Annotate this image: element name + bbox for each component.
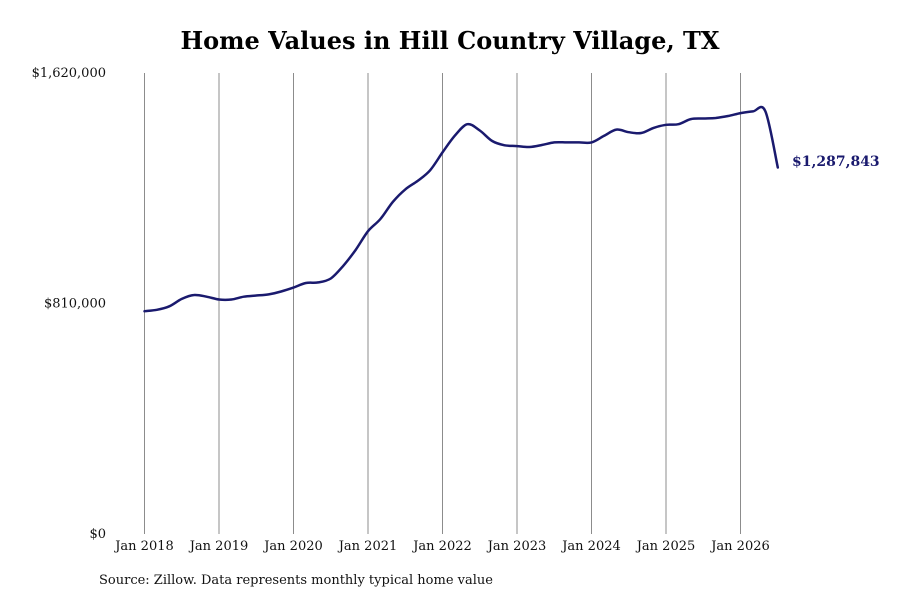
x-tick-label: Jan 2023 bbox=[486, 539, 547, 554]
chart-title: Home Values in Hill Country Village, TX bbox=[180, 26, 720, 55]
x-tick-label: Jan 2025 bbox=[635, 539, 696, 554]
end-value-label: $1,287,843 bbox=[792, 154, 880, 170]
x-tick-label: Jan 2019 bbox=[188, 539, 249, 554]
x-tick-label: Jan 2020 bbox=[262, 539, 323, 554]
y-tick-label: $0 bbox=[89, 527, 106, 542]
y-tick-label: $810,000 bbox=[44, 297, 106, 312]
x-gridlines bbox=[144, 73, 741, 534]
y-tick-labels: $0 $810,000 $1,620,000 bbox=[32, 66, 106, 542]
x-tick-label: Jan 2024 bbox=[560, 539, 621, 554]
x-tick-label: Jan 2021 bbox=[337, 539, 398, 554]
source-note: Source: Zillow. Data represents monthly … bbox=[99, 573, 493, 588]
x-tick-label: Jan 2026 bbox=[709, 539, 770, 554]
y-tick-label: $1,620,000 bbox=[32, 66, 106, 81]
series-line bbox=[143, 105, 780, 313]
x-tick-label: Jan 2022 bbox=[411, 539, 472, 554]
series-group bbox=[143, 105, 780, 313]
x-tick-labels: Jan 2018 Jan 2019 Jan 2020 Jan 2021 Jan 2022… bbox=[113, 539, 770, 554]
x-tick-label: Jan 2018 bbox=[113, 539, 174, 554]
